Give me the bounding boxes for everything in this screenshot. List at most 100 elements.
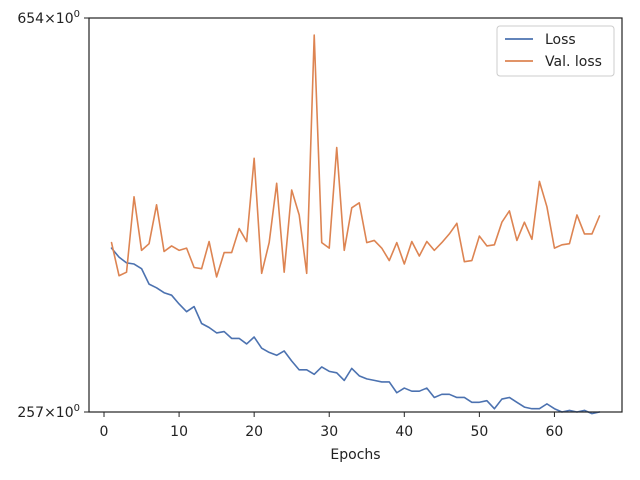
data-point-loss [470, 401, 473, 404]
series-loss [110, 247, 601, 415]
data-point-loss [260, 347, 263, 350]
data-point-loss [275, 354, 278, 357]
data-point-val-loss [275, 182, 278, 185]
data-point-loss [478, 401, 481, 404]
data-point-val-loss [148, 242, 151, 245]
data-point-loss [395, 391, 398, 394]
data-point-loss [516, 401, 519, 404]
data-point-val-loss [253, 157, 256, 160]
data-point-val-loss [238, 227, 241, 230]
data-point-val-loss [193, 266, 196, 269]
data-point-loss [455, 396, 458, 399]
data-point-val-loss [410, 240, 413, 243]
data-point-loss [193, 305, 196, 308]
series-layer [110, 34, 601, 415]
data-point-loss [163, 291, 166, 294]
data-point-val-loss [163, 250, 166, 253]
data-point-val-loss [591, 233, 594, 236]
data-point-val-loss [373, 239, 376, 242]
series-val-loss [110, 34, 601, 278]
data-point-val-loss [440, 241, 443, 244]
data-point-loss [440, 393, 443, 396]
data-point-loss [463, 396, 466, 399]
data-point-loss [305, 368, 308, 371]
data-point-loss [133, 263, 136, 266]
data-point-val-loss [553, 247, 556, 250]
data-point-val-loss [350, 206, 353, 209]
y-tick-label: 257×100 [17, 403, 80, 421]
data-point-loss [591, 412, 594, 415]
data-point-loss [568, 409, 571, 412]
data-point-val-loss [313, 34, 316, 37]
data-point-loss [155, 286, 158, 289]
data-point-loss [448, 393, 451, 396]
data-point-loss [410, 390, 413, 393]
x-axis: 0 10 20 30 40 50 60 [100, 412, 564, 440]
data-point-val-loss [125, 271, 128, 274]
data-point-loss [170, 294, 173, 297]
data-point-loss [223, 330, 226, 333]
data-point-loss [500, 398, 503, 401]
data-point-loss [238, 337, 241, 340]
data-point-loss [253, 336, 256, 339]
plot-frame [88, 17, 623, 413]
legend: Loss Val. loss [496, 25, 615, 77]
data-point-loss [283, 350, 286, 353]
data-point-val-loss [320, 241, 323, 244]
plot-background [89, 18, 622, 412]
data-point-loss [553, 407, 556, 410]
x-tick-label: 40 [395, 424, 413, 440]
data-point-loss [313, 373, 316, 376]
data-point-loss [365, 377, 368, 380]
data-point-loss [148, 283, 151, 286]
data-point-val-loss [538, 180, 541, 183]
legend-label-val-loss: Val. loss [545, 54, 602, 70]
x-tick-label: 20 [245, 424, 263, 440]
data-point-loss [485, 399, 488, 402]
data-point-val-loss [110, 241, 113, 244]
x-tick-label: 50 [470, 424, 488, 440]
data-point-val-loss [455, 222, 458, 225]
data-point-loss [433, 396, 436, 399]
data-point-val-loss [546, 205, 549, 208]
data-point-loss [215, 332, 218, 335]
data-point-val-loss [531, 238, 534, 241]
data-point-val-loss [500, 221, 503, 224]
x-tick-label: 30 [320, 424, 338, 440]
data-point-val-loss [418, 255, 421, 258]
data-point-loss [493, 407, 496, 410]
data-point-loss [328, 370, 331, 373]
data-point-val-loss [568, 242, 571, 245]
data-point-val-loss [200, 267, 203, 270]
data-point-val-loss [268, 241, 271, 244]
data-point-val-loss [478, 235, 481, 238]
legend-label-loss: Loss [545, 32, 576, 48]
series-line-val-loss [110, 34, 601, 278]
data-point-val-loss [433, 249, 436, 252]
data-point-val-loss [523, 221, 526, 224]
data-point-loss [350, 367, 353, 370]
data-point-val-loss [358, 201, 361, 204]
data-point-loss [418, 390, 421, 393]
data-point-val-loss [403, 263, 406, 266]
x-tick-label: 60 [546, 424, 564, 440]
data-point-val-loss [470, 259, 473, 262]
data-point-val-loss [516, 239, 519, 242]
data-point-val-loss [583, 233, 586, 236]
data-point-val-loss [185, 247, 188, 250]
data-point-val-loss [448, 233, 451, 236]
data-point-val-loss [298, 214, 301, 217]
data-point-loss [538, 407, 541, 410]
data-point-val-loss [395, 241, 398, 244]
data-point-val-loss [140, 249, 143, 252]
data-point-loss [358, 374, 361, 377]
data-point-loss [178, 303, 181, 306]
data-point-val-loss [223, 251, 226, 254]
data-point-val-loss [283, 271, 286, 274]
data-point-val-loss [230, 251, 233, 254]
data-point-val-loss [335, 146, 338, 149]
data-point-loss [245, 343, 248, 346]
data-point-val-loss [365, 241, 368, 244]
data-point-loss [208, 326, 211, 329]
data-point-loss [583, 409, 586, 412]
